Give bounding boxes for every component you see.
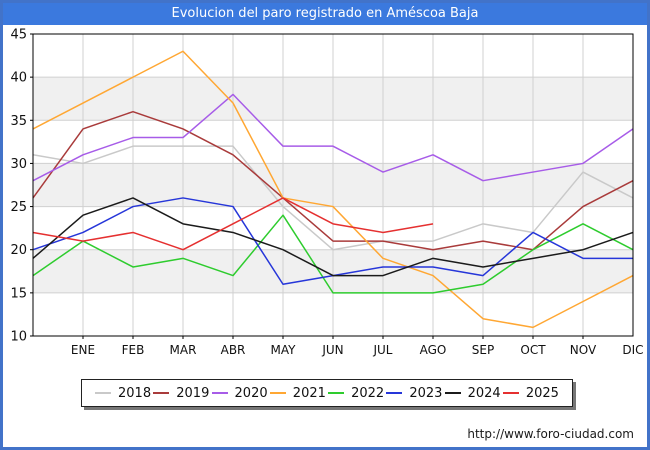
chart-legend: 2018 2019 2020 2021 2022 2023 2024 2025	[81, 379, 573, 407]
legend-label-2021: 2021	[292, 385, 326, 401]
x-tick-label: DIC	[622, 343, 643, 357]
legend-label-2022: 2022	[351, 385, 385, 401]
x-tick-label: ABR	[221, 343, 246, 357]
legend-item-2024: 2024	[444, 385, 501, 401]
x-tick-label: OCT	[520, 343, 546, 357]
x-tick-label: MAY	[271, 343, 297, 357]
legend-swatch-2021	[269, 392, 286, 394]
legend-label-2019: 2019	[176, 385, 210, 401]
series-line-2021	[32, 50, 634, 329]
legend-item-2019: 2019	[153, 387, 209, 400]
legend-swatch-2018	[95, 392, 111, 394]
y-tick-label: 40	[10, 71, 27, 86]
legend-swatch-2019	[153, 392, 170, 394]
legend-swatch-2025	[502, 392, 519, 394]
y-tick-label: 25	[10, 200, 27, 215]
x-tick-label: ENE	[71, 343, 95, 357]
x-tick-label: NOV	[570, 343, 597, 357]
legend-item-2025: 2025	[502, 385, 559, 401]
legend-label-2025: 2025	[525, 385, 559, 401]
y-tick-label: 15	[10, 286, 27, 301]
legend-item-2023: 2023	[386, 387, 442, 400]
legend-swatch-2020	[211, 392, 228, 394]
legend-swatch-2023	[386, 392, 403, 394]
y-tick-label: 45	[10, 28, 27, 43]
chart-title: Evolucion del paro registrado en Améscoa…	[3, 3, 647, 25]
y-tick-label: 30	[10, 157, 27, 172]
x-tick-label: SEP	[472, 343, 494, 357]
x-tick-label: JUL	[372, 343, 392, 357]
x-tick-label: MAR	[170, 343, 197, 357]
series-line-2024	[32, 197, 634, 277]
legend-item-2022: 2022	[328, 387, 384, 400]
legend-swatch-2022	[328, 392, 345, 394]
series-line-2022	[32, 214, 634, 294]
legend-swatch-2024	[444, 392, 461, 394]
legend-label-2018: 2018	[118, 385, 152, 401]
legend-item-2018: 2018	[95, 387, 151, 400]
series-line-2025	[32, 197, 434, 251]
series-line-2020	[32, 93, 634, 182]
line-chart-plot: 45 40 35 30 25 20 15 10 ENE FEB MAR ABR MAY JUN JUL AGO…	[10, 28, 643, 358]
legend-label-2024: 2024	[467, 385, 501, 401]
x-tick-label: JUN	[321, 343, 343, 357]
x-tick-label: FEB	[122, 343, 145, 357]
legend-item-2021: 2021	[269, 385, 326, 401]
legend-label-2023: 2023	[409, 385, 443, 401]
y-tick-label: 10	[10, 330, 27, 345]
footer-url-link[interactable]: http://www.foro-ciudad.com	[467, 427, 634, 441]
legend-item-2020: 2020	[211, 385, 268, 401]
y-tick-label: 20	[10, 243, 27, 258]
x-tick-label: AGO	[420, 343, 447, 357]
legend-label-2020: 2020	[234, 385, 268, 401]
y-tick-label: 35	[10, 114, 27, 129]
